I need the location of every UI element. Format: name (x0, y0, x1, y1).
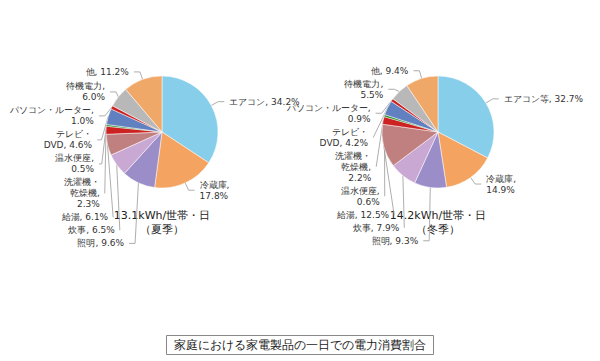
svg-text:パソコン・ルーター,: パソコン・ルーター, (9, 105, 94, 115)
svg-text:パソコン・ルーター,: パソコン・ルーター, (286, 103, 371, 113)
svg-text:温水便座,: 温水便座, (55, 153, 94, 163)
svg-text:待機電力,: 待機電力, (66, 81, 105, 91)
svg-text:家庭における家電製品の一日での電力消費割合: 家庭における家電製品の一日での電力消費割合 (174, 338, 426, 352)
svg-text:6.0%: 6.0% (82, 92, 105, 102)
svg-text:照明, 9.6%: 照明, 9.6% (77, 238, 124, 248)
svg-text:エアコン等, 32.7%: エアコン等, 32.7% (504, 94, 584, 104)
svg-text:14.9%: 14.9% (486, 185, 515, 195)
svg-text:0.5%: 0.5% (71, 164, 94, 174)
svg-text:洗濯機・: 洗濯機・ (64, 177, 100, 187)
svg-text:洗濯機・: 洗濯機・ (335, 151, 371, 161)
svg-text:2.3%: 2.3% (77, 199, 100, 209)
svg-text:温水便座,: 温水便座, (341, 186, 380, 196)
svg-text:冷蔵庫,: 冷蔵庫, (200, 180, 230, 190)
svg-text:17.8%: 17.8% (200, 191, 229, 201)
svg-text:他, 11.2%: 他, 11.2% (86, 67, 130, 77)
svg-text:乾燥機,: 乾燥機, (341, 162, 371, 172)
svg-text:給湯, 6.1%: 給湯, 6.1% (61, 212, 109, 222)
svg-text:DVD, 4.6%: DVD, 4.6% (44, 140, 93, 150)
svg-text:2.2%: 2.2% (348, 173, 371, 183)
svg-text:DVD, 4.2%: DVD, 4.2% (320, 138, 369, 148)
svg-text:テレビ・: テレビ・ (332, 127, 368, 137)
svg-text:炊事, 6.5%: 炊事, 6.5% (68, 225, 115, 235)
svg-text:待機電力,: 待機電力, (344, 79, 383, 89)
svg-text:エアコン, 34.2%: エアコン, 34.2% (229, 96, 300, 107)
svg-text:他, 9.4%: 他, 9.4% (371, 66, 409, 76)
svg-text:乾燥機,: 乾燥機, (70, 188, 100, 198)
svg-text:13.1kWh/世帯・日: 13.1kWh/世帯・日 (114, 209, 210, 222)
svg-text:給湯, 12.5%: 給湯, 12.5% (336, 210, 390, 220)
svg-text:冷蔵庫,: 冷蔵庫, (486, 174, 516, 184)
svg-text:1.0%: 1.0% (71, 116, 94, 126)
svg-text:5.5%: 5.5% (360, 90, 383, 100)
svg-text:（冬季）: （冬季） (416, 223, 460, 236)
svg-text:14.2kWh/世帯・日: 14.2kWh/世帯・日 (389, 208, 487, 222)
svg-text:0.6%: 0.6% (357, 197, 380, 207)
svg-text:テレビ・: テレビ・ (56, 129, 92, 139)
svg-text:炊事, 7.9%: 炊事, 7.9% (353, 223, 400, 233)
svg-text:0.9%: 0.9% (348, 114, 371, 124)
svg-text:（夏季）: （夏季） (140, 223, 184, 236)
svg-text:照明, 9.3%: 照明, 9.3% (372, 236, 419, 246)
